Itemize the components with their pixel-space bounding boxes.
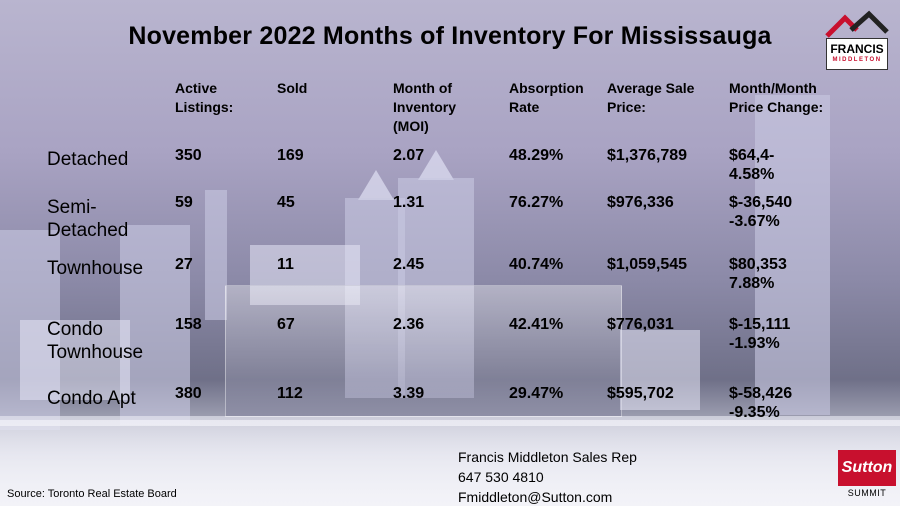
average-sale-price-value: $1,059,545 — [607, 256, 688, 273]
absorption-rate-value: 40.74% — [509, 256, 564, 273]
sold-value: 169 — [277, 147, 304, 164]
column-header-average-sale-price: Average Sale Price: — [607, 80, 695, 115]
column-header-moi: Month of Inventory (MOI) — [393, 80, 457, 134]
average-sale-price-value: $776,031 — [607, 316, 674, 333]
moi-value: 2.36 — [393, 316, 425, 333]
row-label: Townhouse — [47, 258, 144, 279]
absorption-rate-value: 48.29% — [509, 147, 564, 164]
sold-value: 45 — [277, 194, 295, 211]
contact-email: Fmiddleton@Sutton.com — [458, 489, 613, 505]
absorption-rate-value: 29.47% — [509, 385, 564, 402]
contact-phone: 647 530 4810 — [458, 469, 544, 485]
column-header-active-listings: Active Listings: — [175, 80, 234, 115]
moi-value: 3.39 — [393, 385, 425, 402]
absorption-rate-value: 42.41% — [509, 316, 564, 333]
page-title: November 2022 Months of Inventory For Mi… — [128, 22, 772, 50]
absorption-rate-value: 76.27% — [509, 194, 564, 211]
sold-value: 11 — [277, 256, 294, 273]
row-label: Condo Apt — [47, 388, 136, 409]
contact-name: Francis Middleton Sales Rep — [458, 449, 637, 465]
logo-wordmark: FRANCIS MIDDLETON — [826, 38, 888, 70]
active-listings-value: 59 — [175, 194, 193, 211]
house-roof-icon — [825, 10, 889, 38]
active-listings-value: 158 — [175, 316, 202, 333]
active-listings-value: 350 — [175, 147, 202, 164]
active-listings-value: 380 — [175, 385, 202, 402]
source-note: Source: Toronto Real Estate Board — [7, 488, 177, 500]
moi-value: 2.07 — [393, 147, 425, 164]
price-change-value: $-15,111 -1.93% — [729, 316, 791, 352]
price-change-value: $80,353 7.88% — [729, 256, 787, 292]
sold-value: 67 — [277, 316, 295, 333]
column-header-absorption-rate: Absorption Rate — [509, 80, 584, 115]
contact-block: Francis Middleton Sales Rep 647 530 4810… — [458, 447, 637, 507]
price-change-value: $-36,540 -3.67% — [729, 194, 793, 230]
moi-value: 1.31 — [393, 194, 425, 211]
average-sale-price-value: $976,336 — [607, 194, 674, 211]
price-change-value: $-58,426 -9.35% — [729, 385, 793, 421]
row-label: Condo Townhouse — [47, 319, 144, 363]
sold-value: 112 — [277, 385, 303, 402]
sutton-logo: Sutton SUMMIT — [838, 450, 896, 500]
average-sale-price-value: $595,702 — [607, 385, 674, 402]
francis-middleton-logo: FRANCIS MIDDLETON — [823, 10, 891, 70]
active-listings-value: 27 — [175, 256, 193, 273]
average-sale-price-value: $1,376,789 — [607, 147, 688, 164]
column-header-price-change: Month/Month Price Change: — [729, 80, 824, 115]
row-label: Detached — [47, 149, 129, 170]
row-label: Semi- Detached — [47, 197, 129, 241]
price-change-value: $64,4- 4.58% — [729, 147, 775, 183]
column-header-sold: Sold — [277, 80, 308, 96]
moi-value: 2.45 — [393, 256, 425, 273]
